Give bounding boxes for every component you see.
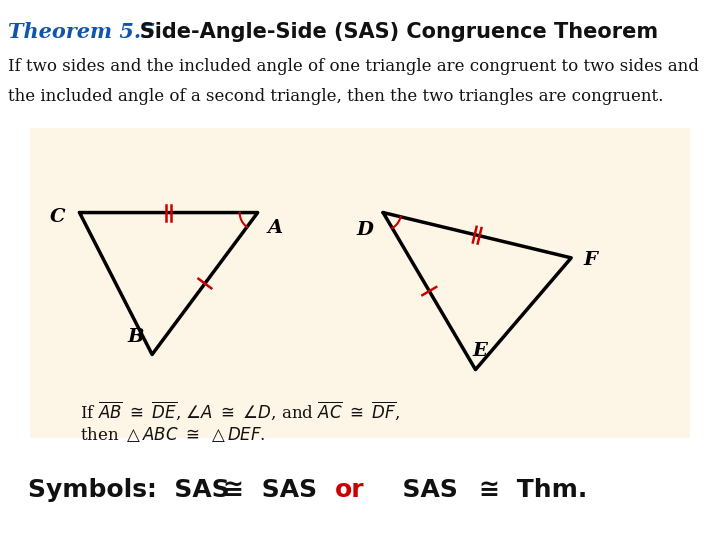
Text: ≅: ≅	[222, 478, 243, 502]
Text: ≅: ≅	[478, 478, 499, 502]
Text: Theorem 5.5: Theorem 5.5	[8, 22, 156, 42]
Text: SAS: SAS	[253, 478, 335, 502]
Text: the included angle of a second triangle, then the two triangles are congruent.: the included angle of a second triangle,…	[8, 88, 663, 105]
Text: Symbols:  SAS: Symbols: SAS	[28, 478, 230, 502]
Text: B: B	[127, 328, 144, 347]
Text: then $\triangle ABC$ $\cong$ $\triangle DEF$.: then $\triangle ABC$ $\cong$ $\triangle …	[80, 425, 266, 444]
Bar	[30, 128, 690, 438]
Text: SAS: SAS	[385, 478, 458, 502]
Text: Side-Angle-Side (SAS) Congruence Theorem: Side-Angle-Side (SAS) Congruence Theorem	[118, 22, 658, 42]
Text: If $\overline{AB}$ $\cong$ $\overline{DE}$, $\angle A$ $\cong$ $\angle D$, and $: If $\overline{AB}$ $\cong$ $\overline{DE…	[80, 400, 400, 422]
Text: or: or	[335, 478, 364, 502]
Text: F: F	[583, 251, 597, 269]
Text: D: D	[356, 220, 373, 239]
Text: E: E	[472, 342, 487, 360]
Text: C: C	[50, 207, 66, 226]
Text: If two sides and the included angle of one triangle are congruent to two sides a: If two sides and the included angle of o…	[8, 58, 699, 75]
Text: A: A	[268, 219, 283, 237]
Text: Thm.: Thm.	[508, 478, 588, 502]
